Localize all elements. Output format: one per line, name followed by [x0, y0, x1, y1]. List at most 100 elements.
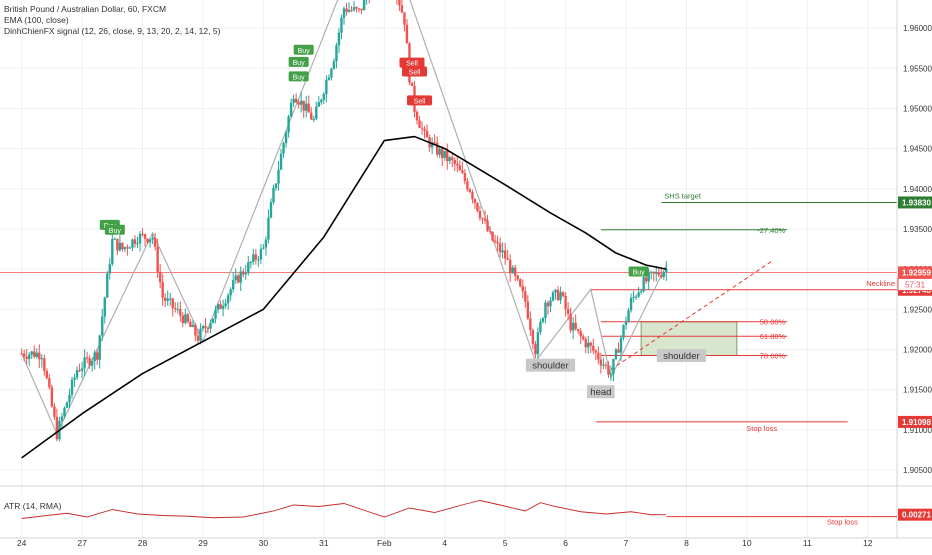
candle: [335, 43, 337, 69]
time-tick-label: 6: [563, 538, 568, 548]
candle-body: [285, 132, 287, 143]
candle: [227, 293, 229, 310]
candle: [66, 402, 68, 409]
candle-body: [272, 188, 274, 202]
candle-body: [33, 351, 35, 356]
candle-body: [81, 368, 83, 370]
candle: [421, 122, 423, 135]
candle: [564, 292, 566, 316]
sell-signal: Sell: [399, 58, 424, 68]
candle-body: [292, 99, 294, 103]
candle: [282, 142, 284, 158]
sell-signal: Sell: [407, 95, 432, 105]
candle-body: [245, 273, 247, 274]
candle: [355, 6, 357, 12]
candle: [126, 245, 128, 256]
candle-body: [91, 361, 93, 365]
candle-body: [635, 297, 637, 298]
candle-body: [423, 129, 425, 131]
candle: [431, 137, 433, 154]
candle-body: [496, 242, 498, 243]
candle: [136, 237, 138, 248]
candle-body: [464, 173, 466, 181]
candle: [53, 403, 55, 420]
candle-body: [350, 10, 352, 11]
candle-body: [446, 151, 448, 161]
candle-body: [426, 131, 428, 138]
candle: [187, 313, 189, 324]
candle: [235, 268, 237, 284]
candle: [141, 228, 143, 236]
candle: [104, 297, 106, 324]
candle-body: [169, 298, 171, 299]
candle: [529, 311, 531, 336]
candle-body: [121, 243, 123, 249]
candle: [116, 239, 118, 256]
candle: [81, 362, 83, 379]
candle: [491, 231, 493, 242]
candle: [650, 271, 652, 279]
candle-body: [542, 318, 544, 322]
candle: [572, 317, 574, 339]
buy-signal: Buy: [294, 45, 314, 55]
candle: [250, 261, 252, 269]
countdown-tag-text: 57:31: [905, 280, 926, 289]
candle: [625, 317, 627, 330]
candle-body: [514, 267, 516, 275]
candle-body: [421, 128, 423, 129]
candle-body: [204, 326, 206, 328]
candle: [577, 329, 579, 334]
shs-target-price-tag: 1.93830: [898, 196, 932, 208]
candle-body: [63, 408, 65, 417]
candle: [217, 303, 219, 313]
candle: [41, 354, 43, 367]
candle: [620, 335, 622, 361]
head-label: head: [587, 385, 615, 398]
candle-body: [610, 374, 612, 375]
candle: [398, 0, 400, 11]
candle: [338, 28, 340, 53]
candle: [109, 258, 111, 280]
current-price-price-tag: 1.92959: [898, 266, 932, 278]
candle-body: [31, 351, 33, 354]
candle: [562, 291, 564, 298]
time-tick-label: Feb: [377, 538, 392, 548]
candle: [605, 362, 607, 369]
candle-body: [630, 298, 632, 311]
candle-body: [308, 104, 310, 113]
candle-body: [116, 239, 118, 251]
candle-body: [403, 12, 405, 24]
price-tick-label: 1.96000: [903, 24, 932, 33]
candle-body: [607, 365, 609, 374]
candle-body: [537, 332, 539, 354]
candle: [277, 161, 279, 191]
candle: [358, 8, 360, 12]
candle-body: [653, 272, 655, 274]
candle: [172, 298, 174, 317]
stop-loss-price-tag: 1.91098: [898, 416, 932, 428]
candle-body: [46, 371, 48, 378]
candle-body: [164, 298, 166, 301]
candle: [265, 236, 267, 256]
candle-body: [406, 25, 408, 44]
candle: [363, 0, 365, 10]
candle: [582, 334, 584, 341]
candle: [333, 58, 335, 69]
candle-body: [335, 45, 337, 61]
candle-body: [449, 157, 451, 161]
candle-body: [315, 107, 317, 119]
candle-body: [199, 329, 201, 341]
candle-body: [88, 358, 90, 365]
candle-body: [559, 292, 561, 300]
candle: [612, 359, 614, 382]
candle: [320, 99, 322, 105]
candle: [202, 325, 204, 332]
candle-body: [605, 365, 607, 366]
candle-body: [36, 353, 38, 357]
candle: [595, 349, 597, 360]
candle: [522, 279, 524, 298]
candle-body: [172, 298, 174, 308]
atr-indicator-label: ATR (14, RMA): [4, 501, 61, 512]
